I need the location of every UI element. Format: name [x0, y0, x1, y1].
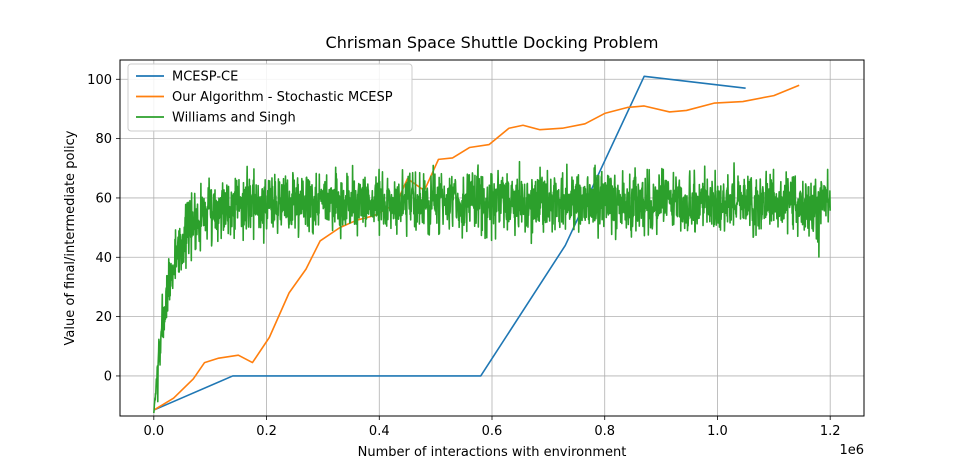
- series-line-3: [153, 160, 831, 414]
- y-axis-label: Value of final/intermediate policy: [63, 130, 78, 345]
- legend: MCESP-CE Our Algorithm - Stochastic MCESP…: [127, 63, 413, 132]
- y-tick-label: 0: [104, 369, 112, 384]
- x-axis-label: Number of interactions with environment: [358, 445, 627, 460]
- y-tick-label: 100: [87, 73, 112, 88]
- y-tick-label: 40: [95, 251, 112, 266]
- x-tick-label: 1.2: [820, 424, 841, 439]
- y-tick-label: 80: [95, 132, 112, 147]
- legend-label: MCESP-CE: [172, 70, 238, 85]
- x-tick-label: 0.2: [256, 424, 277, 439]
- x-tick-label: 0.8: [594, 424, 615, 439]
- ticks: 0.0 0.2 0.4 0.6 0.8 1.0 1.2 0 20 40 60 80 100: [87, 73, 840, 439]
- x-tick-label: 1.0: [707, 424, 728, 439]
- legend-box: [127, 63, 413, 132]
- y-tick-label: 60: [95, 191, 112, 206]
- series-line-2: [153, 84, 800, 411]
- x-tick-label: 0.0: [143, 424, 164, 439]
- y-tick-label: 20: [95, 310, 112, 325]
- legend-label: Our Algorithm - Stochastic MCESP: [172, 90, 393, 105]
- series-layer: [153, 75, 831, 414]
- x-tick-label: 0.4: [369, 424, 390, 439]
- chart-title: Chrisman Space Shuttle Docking Problem: [326, 33, 659, 52]
- x-tick-label: 0.6: [482, 424, 503, 439]
- x-axis-offset-label: 1e6: [839, 443, 864, 458]
- series-line-1: [153, 75, 746, 411]
- legend-label: Williams and Singh: [172, 111, 296, 126]
